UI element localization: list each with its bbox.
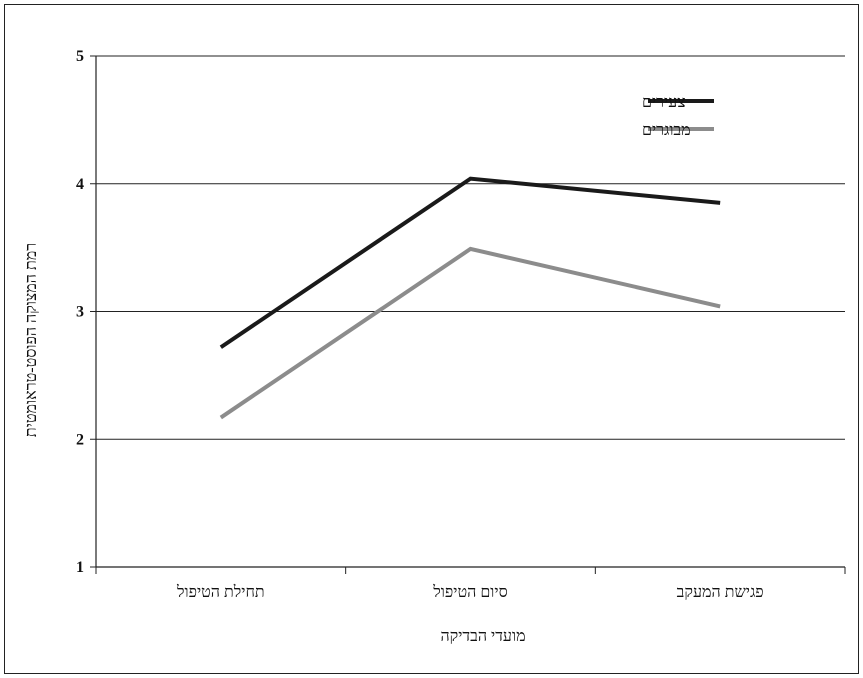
gridlines [90,55,846,574]
y-tick-label-3: 4 [76,176,84,193]
series-line-1 [219,246,721,420]
x-tick-label-0: תחילת הטיפול [176,583,265,601]
y-tick-label-0: 1 [76,559,84,576]
x-axis-title: מועדי הבדיקה [440,628,525,645]
y-axis-title: רמת המצוקה הפוסט-טראומטית [23,243,40,437]
axes [95,56,845,568]
x-tick-label-2: פגישת המעקב [677,584,764,601]
y-tick-labels: 1 2 3 4 5 [76,48,84,576]
x-tick-labels: תחילת הטיפול סיום הטיפול פגישת המעקב [176,583,764,601]
legend-label-series-0: צעירים [642,94,686,111]
x-tick-label-1: סיום הטיפול [432,583,507,601]
legend-label-series-1: מבוגרים [642,122,691,139]
y-tick-label-2: 3 [76,304,84,321]
series-lines [219,176,721,420]
legend: צעירים מבוגרים [642,94,714,139]
y-tick-label-1: 2 [76,431,84,448]
chart-frame [4,4,859,674]
series-line-0 [219,176,721,349]
y-tick-label-4: 5 [76,48,84,65]
